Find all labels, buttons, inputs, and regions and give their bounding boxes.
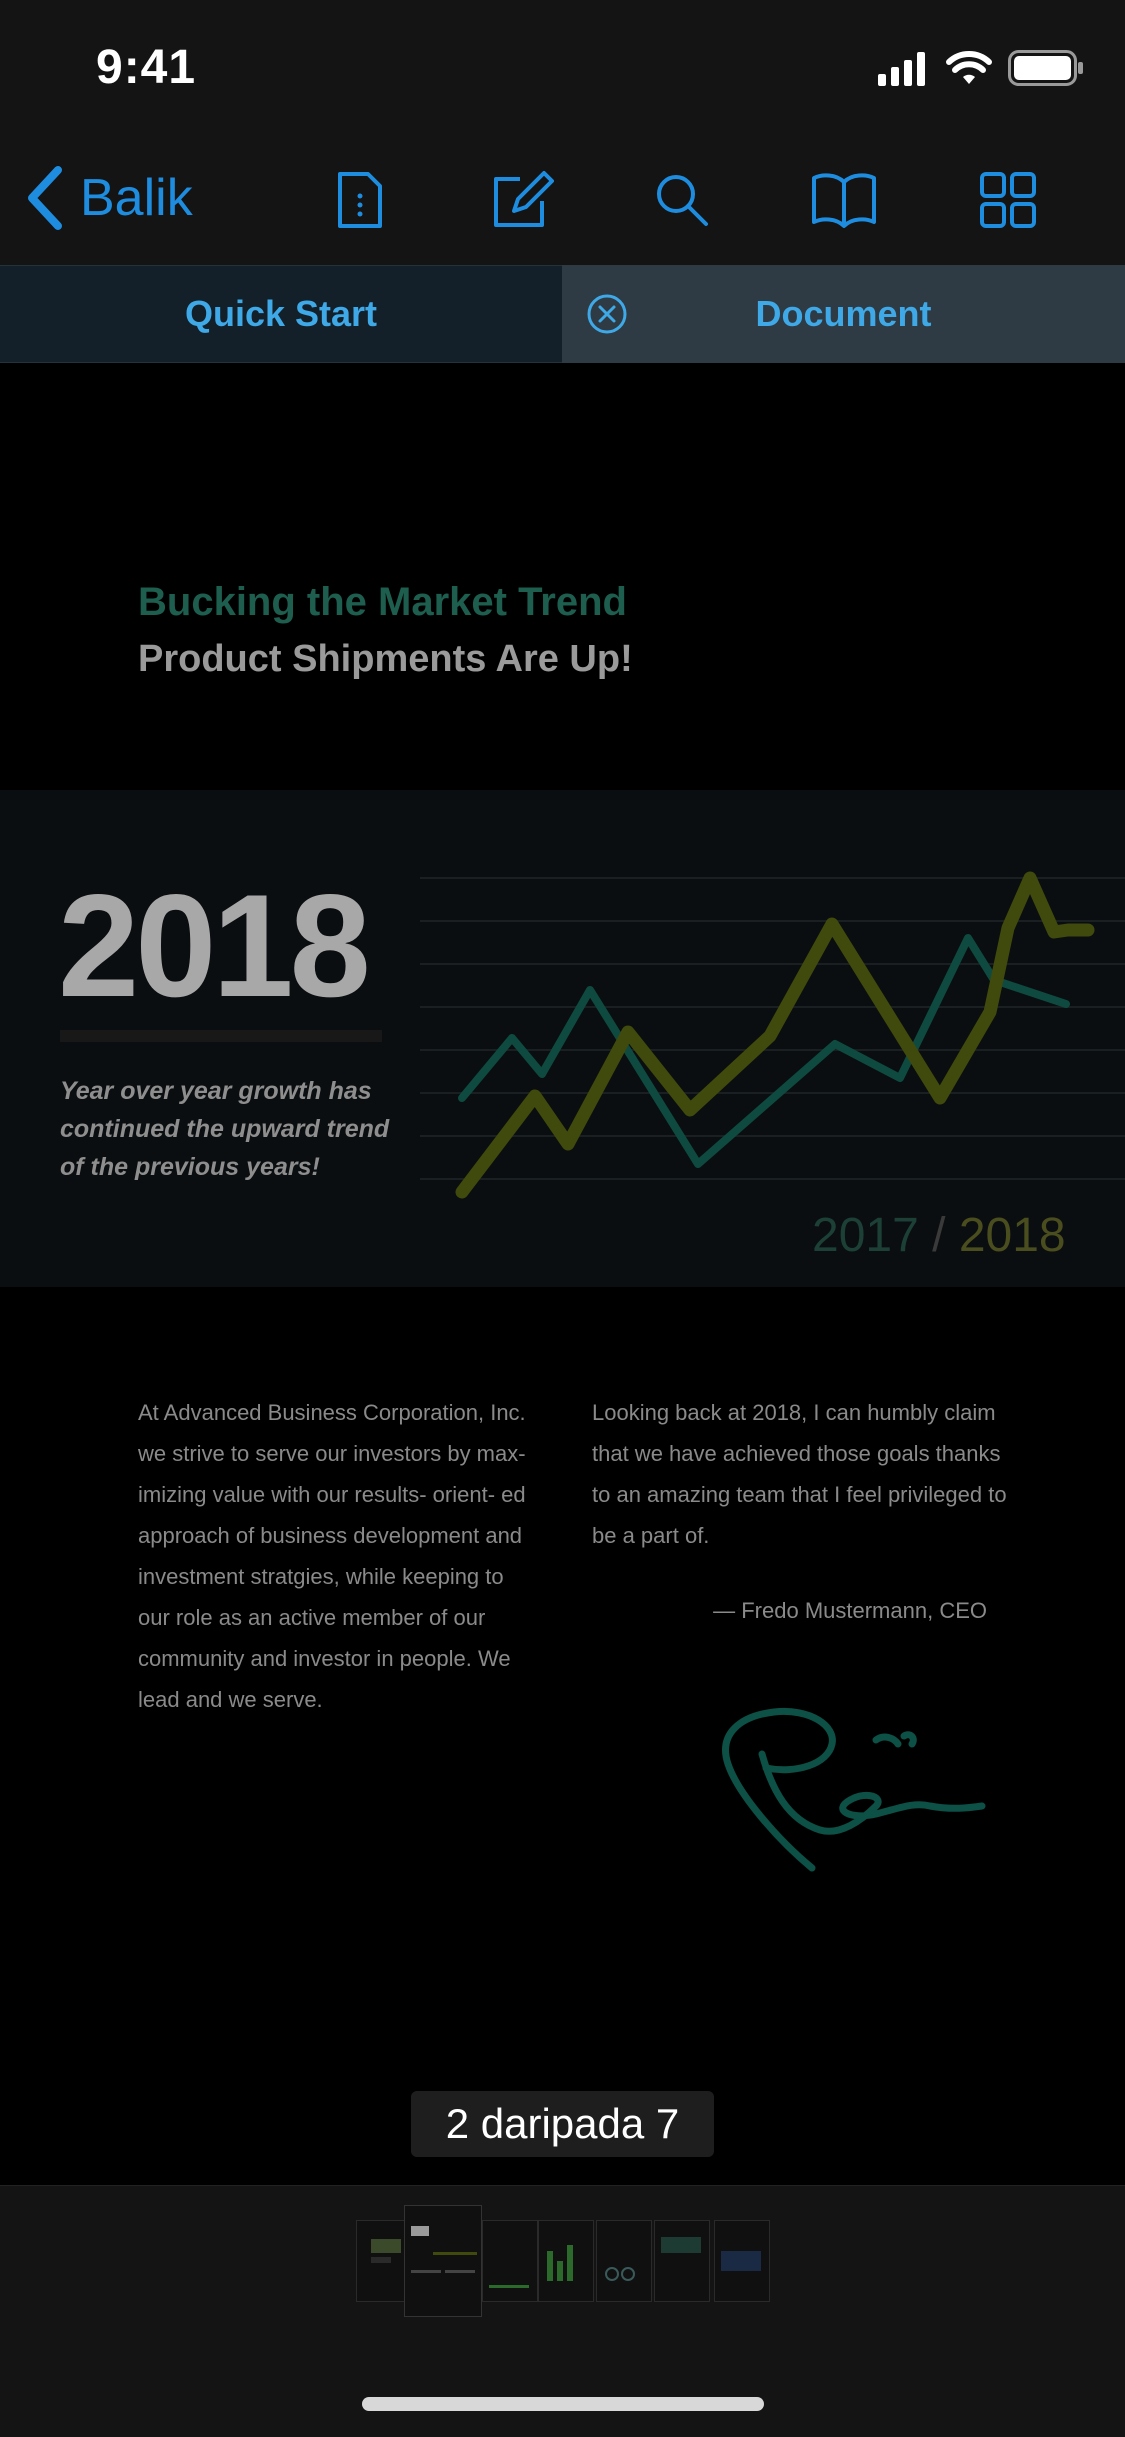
body-text-left: At Advanced Business Corporation, Inc. w…	[138, 1400, 526, 1712]
signature-name: — Fredo Mustermann, CEO	[713, 1598, 987, 1623]
close-tab-icon[interactable]	[582, 289, 632, 339]
page-thumbnail-current[interactable]	[404, 2205, 482, 2317]
battery-icon	[1008, 50, 1083, 86]
page-indicator: 2 daripada 7	[411, 2091, 714, 2157]
bookmarks-button[interactable]	[804, 160, 884, 240]
page-thumbnail[interactable]	[538, 2220, 594, 2302]
page-thumbnail[interactable]	[356, 2220, 412, 2302]
page-subtitle: Product Shipments Are Up!	[138, 638, 633, 680]
page-thumbnail[interactable]	[596, 2220, 652, 2302]
tagline: Year over year growth has continued the …	[60, 1077, 390, 1181]
tab-label: Quick Start	[184, 293, 378, 334]
status-bar	[0, 0, 1125, 140]
chart-legend: 2017 / 2018	[812, 1208, 1066, 1263]
legend-separator: /	[932, 1209, 946, 1262]
grid-icon	[980, 172, 1036, 228]
navigation-bar	[0, 140, 1125, 265]
search-icon	[657, 175, 708, 226]
tab-label: Document	[755, 293, 932, 334]
document-outline-button[interactable]	[320, 160, 400, 240]
search-button[interactable]	[642, 160, 722, 240]
tab-quick-start[interactable]: Quick Start	[0, 265, 562, 363]
page-thumbnail[interactable]	[654, 2220, 710, 2302]
back-label: Balik	[80, 169, 193, 227]
body-text-right: Looking back at 2018, I can humbly claim…	[592, 1400, 1007, 1548]
back-button[interactable]: Balik	[24, 158, 193, 238]
year-heading: 2018	[58, 864, 371, 1027]
edit-icon	[494, 171, 554, 227]
document-tabs: Quick Start Document	[0, 265, 1125, 363]
document-icon	[338, 172, 382, 228]
cellular-signal-icon	[878, 52, 925, 86]
wifi-icon	[946, 51, 992, 84]
home-indicator[interactable]	[362, 2397, 764, 2411]
legend-2018: 2018	[958, 1209, 1066, 1262]
chevron-left-icon	[28, 166, 62, 230]
page-thumbnail[interactable]	[714, 2220, 770, 2302]
book-icon	[812, 173, 876, 228]
status-time: 9:41	[96, 41, 197, 94]
growth-chart-illustration	[420, 871, 1125, 1199]
divider	[60, 1030, 382, 1042]
signature-image	[722, 1707, 986, 1872]
page-thumbnail[interactable]	[482, 2220, 538, 2302]
page-title: Bucking the Market Trend	[138, 580, 627, 624]
annotate-button[interactable]	[482, 160, 562, 240]
thumbnail-grid-button[interactable]	[968, 160, 1048, 240]
tab-document[interactable]: Document	[562, 265, 1125, 363]
legend-2017: 2017	[812, 1209, 919, 1262]
